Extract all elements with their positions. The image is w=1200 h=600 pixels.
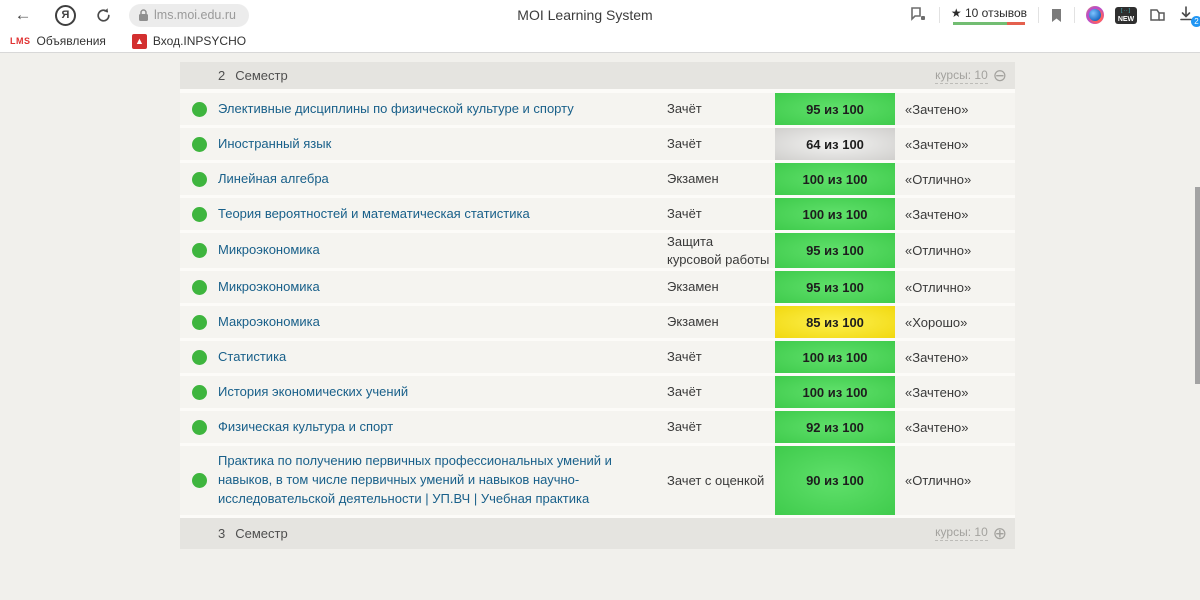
course-link[interactable]: Микроэкономика [218,278,320,294]
grade-text: «Зачтено» [905,384,969,400]
status-dot-icon [191,472,207,488]
score-badge: 100 из 100 [775,376,895,409]
grade-text: «Отлично» [905,171,972,187]
course-row: Практика по получению первичных професси… [180,446,1015,518]
status-dot-icon [191,136,207,152]
score-badge: 85 из 100 [775,306,895,339]
assessment-type: Зачёт [667,384,702,400]
score-badge: 100 из 100 [775,198,895,230]
course-link[interactable]: Иностранный язык [218,135,332,151]
course-row: Теория вероятностей и математическая ста… [180,198,1015,233]
inpsycho-favicon: ▲ [131,33,147,49]
assessment-type: Зачет с оценкой [667,472,765,488]
score-badge: 100 из 100 [775,341,895,374]
score-badge: 100 из 100 [775,163,895,195]
assessment-type: Зачёт [667,419,702,435]
course-link[interactable]: Микроэкономика [218,242,320,258]
lms-favicon: LMS [10,36,31,46]
collections-icon[interactable] [1148,7,1167,24]
status-dot-icon [191,384,207,400]
course-row: Статистика Зачёт 100 из 100 «Зачтено» [180,341,1015,377]
grade-text: «Отлично» [905,243,972,259]
site-reviews-button[interactable]: ★ 10 отзывов [951,6,1027,25]
status-dot-icon [191,206,207,222]
assessment-type: Зачёт [667,136,702,152]
course-link[interactable]: История экономических учений [218,383,409,399]
assessment-type: Экзамен [667,314,719,330]
course-link[interactable]: Линейная алгебра [218,170,329,186]
course-row: Макроэкономика Экзамен 85 из 100 «Хорошо… [180,306,1015,342]
refresh-button[interactable] [95,7,112,24]
url-text: lms.moi.edu.ru [154,8,236,22]
courses-count-link[interactable]: курсы: 10 [935,525,988,542]
lock-icon [138,8,149,22]
score-badge: 95 из 100 [775,93,895,125]
yandex-home-button[interactable]: Я [55,4,76,26]
course-row: Микроэкономика Защита курсовой работы 95… [180,233,1015,272]
tab-title: MOI Learning System [517,7,653,23]
course-link[interactable]: Физическая культура и спорт [218,418,394,434]
semester-3-header: 3 Семестр курсы: 10 ⊕ [180,517,1015,549]
course-link[interactable]: Макроэкономика [218,313,320,329]
status-dot-icon [191,279,207,295]
bookmark-announcements[interactable]: LMS Объявления [10,34,106,48]
assessment-type: Экзамен [667,171,719,187]
back-button[interactable]: ← [14,5,32,24]
course-link[interactable]: Практика по получению первичных професси… [218,453,612,506]
lms-page: 2 Семестр курсы: 10 ⊖ Элективные дисципл… [0,54,1200,600]
course-rows: Элективные дисциплины по физической куль… [180,93,1015,518]
assessment-type: Зачёт [667,101,702,117]
semester-2-header: 2 Семестр курсы: 10 ⊖ [180,62,1015,93]
status-dot-icon [191,349,207,365]
courses-count-link[interactable]: курсы: 10 [935,67,988,84]
expand-section-icon[interactable]: ⊕ [992,523,1007,543]
bookmarks-bar: LMS Объявления ▲ Вход.INPSYCHO [0,30,1200,53]
assessment-type: Защита курсовой работы [667,234,770,267]
assessment-type: Зачёт [667,206,702,222]
course-row: Иностранный язык Зачёт 64 из 100 «Зачтен… [180,128,1015,163]
semester-grades-table: 2 Семестр курсы: 10 ⊖ Элективные дисципл… [180,62,1015,549]
score-badge: 95 из 100 [775,233,895,269]
downloads-button[interactable]: 2 [1178,5,1200,27]
course-row: Линейная алгебра Экзамен 100 из 100 «Отл… [180,163,1015,198]
score-badge: 95 из 100 [775,271,895,304]
vertical-scrollbar[interactable] [1195,187,1200,384]
score-badge: 92 из 100 [775,411,895,444]
grade-text: «Зачтено» [905,206,969,222]
course-link[interactable]: Элективные дисциплины по физической куль… [218,100,574,116]
reviews-label: ★ 10 отзывов [950,5,1027,20]
new-movies-extension-icon[interactable]: [··] NEW [1115,6,1137,24]
course-link[interactable]: Теория вероятностей и математическая ста… [218,205,530,221]
grade-text: «Зачтено» [905,419,969,435]
course-row: Микроэкономика Экзамен 95 из 100 «Отличн… [180,271,1015,307]
status-dot-icon [191,419,207,435]
reviews-rating-bar [952,21,1025,25]
score-badge: 90 из 100 [775,446,895,515]
status-dot-icon [191,101,207,117]
course-link[interactable]: Статистика [218,348,287,364]
course-row: Физическая культура и спорт Зачёт 92 из … [180,411,1015,447]
grade-text: «Хорошо» [905,314,968,330]
assessment-type: Зачёт [667,349,702,365]
grade-text: «Зачтено» [905,349,969,365]
bookmark-icon[interactable] [1050,8,1063,23]
grade-text: «Отлично» [905,472,972,488]
course-row: История экономических учений Зачёт 100 и… [180,376,1015,412]
status-dot-icon [191,243,207,259]
address-bar[interactable]: lms.moi.edu.ru [129,3,249,27]
assessment-type: Экзамен [667,279,719,295]
downloads-count-badge: 2 [1191,16,1200,27]
collapse-section-icon[interactable]: ⊖ [992,66,1007,85]
browser-toolbar: ← Я lms.moi.edu.ru MOI Learning System [0,0,1200,30]
grade-text: «Отлично» [905,279,972,295]
score-badge: 64 из 100 [775,128,895,160]
course-row: Элективные дисциплины по физической куль… [180,93,1015,128]
grade-text: «Зачтено» [905,136,969,152]
status-dot-icon [191,314,207,330]
grade-text: «Зачтено» [905,101,969,117]
protect-icon[interactable] [910,7,928,23]
bookmark-inpsycho-login[interactable]: ▲ Вход.INPSYCHO [131,33,246,49]
extension-orb-icon[interactable] [1086,6,1104,24]
status-dot-icon [191,171,207,187]
